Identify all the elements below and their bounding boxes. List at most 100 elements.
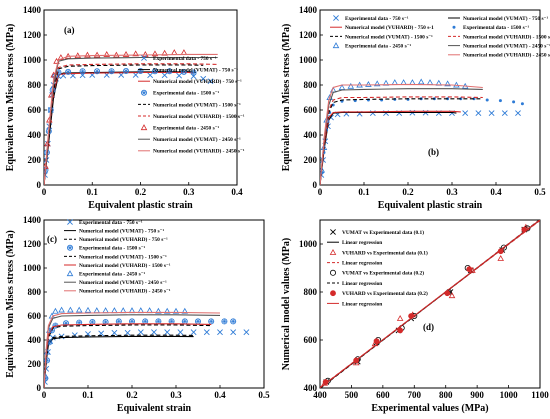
series-6-point xyxy=(93,307,101,314)
series-line-8 xyxy=(320,83,483,185)
legend-label: Numerical model (VUMAT) - 1500 s⁻¹ xyxy=(345,33,433,40)
legend-label: Numerical model (VUMAT) - 2450 s⁻¹ xyxy=(153,136,241,143)
series-2-point xyxy=(396,314,404,321)
y-tick-label: 200 xyxy=(28,155,42,165)
legend-label: Numerical model (VUMAT) - 750 s⁻¹ xyxy=(153,67,238,74)
series-3-point-cross xyxy=(129,318,135,324)
y-tick-label: 1000 xyxy=(23,263,42,273)
series-3-point-cross xyxy=(123,68,129,74)
y-tick-label: 800 xyxy=(304,287,318,297)
legend-label: VUMAT vs Experimental data (0.1) xyxy=(342,229,424,236)
legend-swatch-marker-cross xyxy=(67,245,73,251)
x-tick-label: 0.1 xyxy=(358,187,370,197)
y-tick-label: 400 xyxy=(28,130,42,140)
panel-label: (c) xyxy=(47,234,57,244)
x-tick-label: 700 xyxy=(408,390,422,400)
panel-label: (b) xyxy=(428,147,439,157)
series-line-2 xyxy=(44,334,194,388)
series-0-point xyxy=(243,329,250,336)
series-6-point xyxy=(93,51,101,58)
legend-label: Numerical model (VUHARD) - 1500 s⁻¹ xyxy=(153,113,245,120)
x-tick-label: 0.5 xyxy=(258,390,270,400)
series-6-point xyxy=(181,307,189,314)
series-2-point xyxy=(448,292,456,299)
legend-swatch-marker xyxy=(66,270,74,277)
panel-label: (a) xyxy=(64,25,75,35)
x-tick-label: 0.1 xyxy=(82,390,94,400)
series-6-point xyxy=(172,307,180,314)
series-6-point xyxy=(151,50,159,57)
series-0-point xyxy=(151,329,157,336)
legend-label: Experimental data - 750 s⁻¹ xyxy=(345,16,409,22)
series-3-point-cross xyxy=(142,318,148,324)
legend: Experimental data - 750 s⁻¹ Numerical mod… xyxy=(138,55,245,155)
x-tick-label: 0.2 xyxy=(402,187,414,197)
series-0-point xyxy=(203,329,210,336)
series-0-point xyxy=(475,110,482,117)
series-6-point xyxy=(417,78,425,85)
y-tick-label: 1200 xyxy=(23,30,42,40)
series-0-point xyxy=(515,110,521,117)
series-3-point-cross xyxy=(44,357,50,363)
plot-frame xyxy=(319,9,541,186)
y-tick-label: 1200 xyxy=(299,30,318,40)
legend-swatch-marker xyxy=(332,42,340,49)
series-0-point xyxy=(217,329,223,336)
series-6-point xyxy=(444,80,451,87)
series-6-point xyxy=(84,306,92,313)
x-tick-label: 0.4 xyxy=(214,390,226,400)
x-axis-label: Equivalent strain xyxy=(117,403,192,414)
series-3-point-cross xyxy=(89,319,95,325)
series-2-point xyxy=(497,254,504,261)
x-axis-label: Equivalent plastic strain xyxy=(378,200,483,211)
legend-swatch-marker xyxy=(330,290,336,297)
y-axis-label: Numerical model values (MPa) xyxy=(281,238,292,370)
series-3-point-cross xyxy=(103,319,109,325)
series-0-point xyxy=(176,72,183,79)
y-tick-label: 600 xyxy=(304,335,318,345)
legend: VUMAT vs Experimental data (0.1) Linear r… xyxy=(327,229,428,307)
legend-label: Linear regression xyxy=(342,301,382,307)
plot-frame xyxy=(319,219,541,389)
series-line-4 xyxy=(320,98,483,185)
series-6-point xyxy=(44,372,49,379)
y-tick-label: 400 xyxy=(28,335,42,345)
legend-label: Experimental data - 1500 s⁻¹ xyxy=(79,246,146,252)
series-3-point-cross xyxy=(52,323,59,329)
series-0-point xyxy=(137,329,144,336)
series-6-point xyxy=(74,52,82,59)
legend-swatch-marker xyxy=(329,248,337,255)
y-tick-label: 200 xyxy=(304,155,318,165)
series-line-8 xyxy=(44,311,221,388)
x-tick-label: 0.4 xyxy=(231,187,243,197)
series-0-point xyxy=(124,329,131,336)
series-6-point xyxy=(466,266,473,273)
y-tick-label: 0 xyxy=(37,180,42,190)
x-tick-label: 400 xyxy=(313,390,327,400)
series-6-point xyxy=(397,327,404,334)
legend-label: Experimental data - 1500 s⁻¹ xyxy=(153,91,220,97)
series-3-point xyxy=(472,97,476,101)
series-layer xyxy=(320,220,540,388)
x-tick-label: 0.1 xyxy=(87,187,99,197)
series-6-point xyxy=(373,80,381,87)
series-0-point xyxy=(200,75,207,82)
legend-swatch-marker xyxy=(67,219,73,225)
series-line-4 xyxy=(44,324,212,388)
series-3-point xyxy=(485,98,489,102)
legend-label: Numerical model (VUMAT) - 750 s⁻¹ xyxy=(79,228,164,235)
y-tick-label: 0 xyxy=(313,180,318,190)
series-3-point-cross xyxy=(137,68,144,74)
series-3-point-cross xyxy=(65,69,71,75)
y-tick-label: 800 xyxy=(28,287,42,297)
legend-label: Numerical model (VUHARD) - 1500 s⁻¹ xyxy=(79,262,171,269)
legend-label: Numerical model (VUHARD) - 2450 s⁻¹ xyxy=(463,52,550,59)
series-6-point xyxy=(400,79,407,85)
x-tick-label: 600 xyxy=(376,390,390,400)
panel-label: (d) xyxy=(423,322,434,332)
y-tick-label: 1200 xyxy=(23,239,42,249)
series-line-7 xyxy=(320,88,483,185)
series-line-8 xyxy=(44,53,218,185)
series-6-point xyxy=(142,50,149,57)
series-3-point-cross xyxy=(76,320,82,326)
